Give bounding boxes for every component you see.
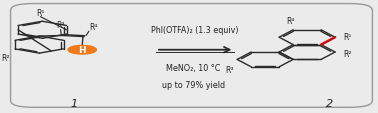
Text: R⁴: R⁴ xyxy=(286,16,294,25)
Text: R³: R³ xyxy=(56,21,65,30)
Text: MeNO₂, 10 °C: MeNO₂, 10 °C xyxy=(166,63,220,72)
Text: R²: R² xyxy=(343,49,352,58)
Text: R³: R³ xyxy=(225,66,234,74)
Text: PhI(OTFA)₂ (1.3 equiv): PhI(OTFA)₂ (1.3 equiv) xyxy=(152,26,239,34)
Text: R¹: R¹ xyxy=(36,9,45,18)
Text: up to 79% yield: up to 79% yield xyxy=(162,80,225,89)
Text: 1: 1 xyxy=(70,98,77,108)
Text: H: H xyxy=(78,46,86,55)
Text: R⁴: R⁴ xyxy=(90,23,98,32)
Text: R¹: R¹ xyxy=(343,32,352,41)
Text: 2: 2 xyxy=(326,98,333,108)
FancyBboxPatch shape xyxy=(11,5,372,107)
Text: R²: R² xyxy=(1,53,9,62)
Circle shape xyxy=(68,46,96,55)
